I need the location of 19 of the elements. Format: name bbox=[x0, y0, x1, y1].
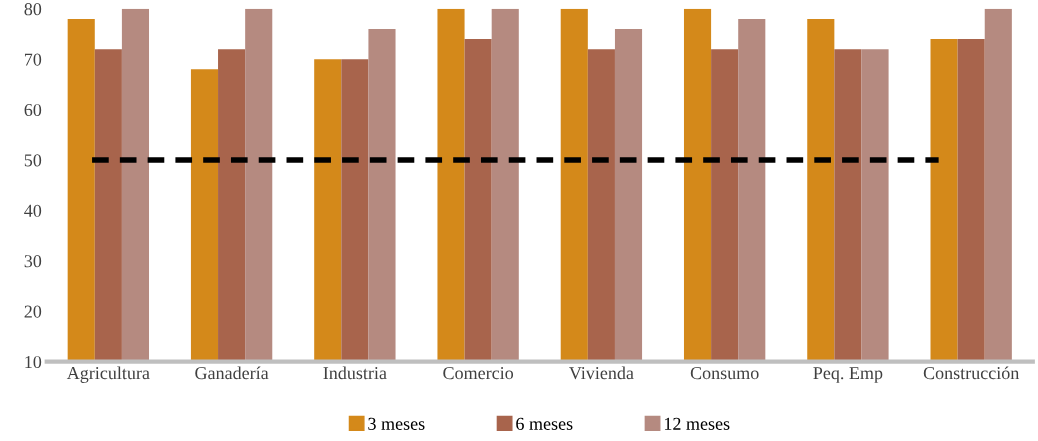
y-tick-label: 50 bbox=[24, 154, 42, 167]
x-tick-label: Vivienda bbox=[569, 366, 634, 380]
y-tick-label: 80 bbox=[24, 3, 42, 16]
y-tick-label: 10 bbox=[25, 355, 42, 369]
x-tick-label: Industria bbox=[323, 366, 387, 380]
y-tick-label: 40 bbox=[24, 204, 42, 217]
x-tick-label: Peq. Emp bbox=[813, 367, 883, 383]
x-tick-label: Ganadería bbox=[195, 366, 269, 380]
y-tick-label: 20 bbox=[24, 305, 42, 318]
legend-label: 12 meses bbox=[664, 417, 730, 430]
y-tick-label: 30 bbox=[24, 255, 42, 268]
x-tick-label: Comercio bbox=[443, 367, 514, 380]
legend-label: 3 meses bbox=[368, 417, 425, 430]
y-tick-label: 60 bbox=[24, 103, 42, 117]
x-tick-label: Construcción bbox=[923, 366, 1020, 380]
y-tick-label: 70 bbox=[24, 53, 42, 66]
legend-label: 6 meses bbox=[516, 417, 573, 430]
x-tick-label: Consumo bbox=[690, 367, 759, 380]
x-tick-label: Agricultura bbox=[66, 366, 150, 383]
